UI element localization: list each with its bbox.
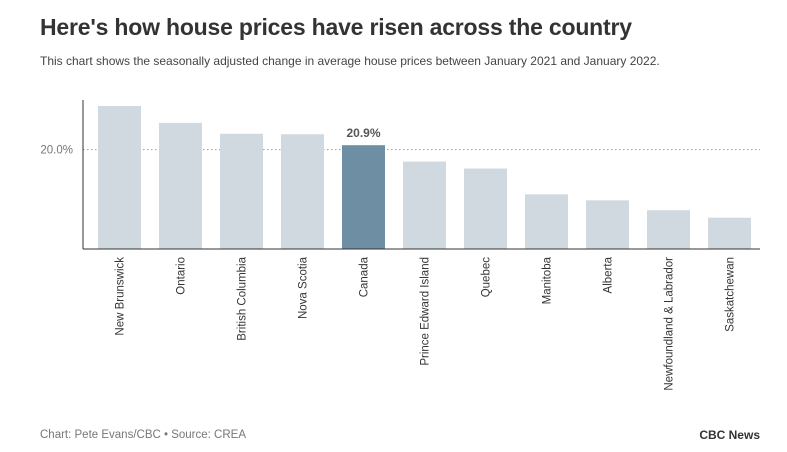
- chart-subtitle: This chart shows the seasonally adjusted…: [40, 54, 660, 68]
- chart-title: Here's how house prices have risen acros…: [40, 14, 632, 40]
- bar-british-columbia: [220, 133, 263, 249]
- bar-canada: [342, 145, 385, 249]
- category-label: Newfoundland & Labrador: [664, 257, 676, 391]
- category-label: Alberta: [603, 256, 615, 293]
- bar-ontario: [159, 122, 202, 249]
- bar-new-brunswick: [98, 105, 141, 250]
- category-label: Nova Scotia: [298, 256, 310, 319]
- category-label: British Columbia: [237, 256, 249, 340]
- gridlines: 20.0%: [40, 145, 760, 157]
- bar-quebec: [464, 168, 507, 249]
- bar-newfoundland-labrador: [647, 210, 690, 249]
- category-label: Saskatchewan: [725, 257, 737, 332]
- category-label: New Brunswick: [115, 257, 127, 336]
- bar-manitoba: [525, 194, 568, 249]
- category-labels: New Brunswick Ontario British Columbia Nova…: [115, 256, 737, 390]
- category-label: Prince Edward Island: [420, 257, 432, 366]
- brand-logo-text: CBC News: [699, 428, 760, 442]
- category-label: Ontario: [176, 257, 188, 295]
- bar-nova-scotia: [281, 134, 324, 249]
- y-tick-label: 20.0%: [40, 145, 73, 157]
- bar-prince-edward-island: [403, 161, 446, 249]
- axes: [82, 100, 760, 250]
- chart-credit: Chart: Pete Evans/CBC • Source: CREA: [40, 429, 246, 441]
- bar-alberta: [586, 200, 629, 249]
- data-label: 20.9%: [346, 126, 380, 140]
- bar-saskatchewan: [708, 217, 751, 249]
- category-label: Quebec: [481, 257, 493, 298]
- category-label: Manitoba: [542, 256, 554, 304]
- bars: 20.9%: [98, 105, 751, 250]
- category-label: Canada: [359, 256, 371, 297]
